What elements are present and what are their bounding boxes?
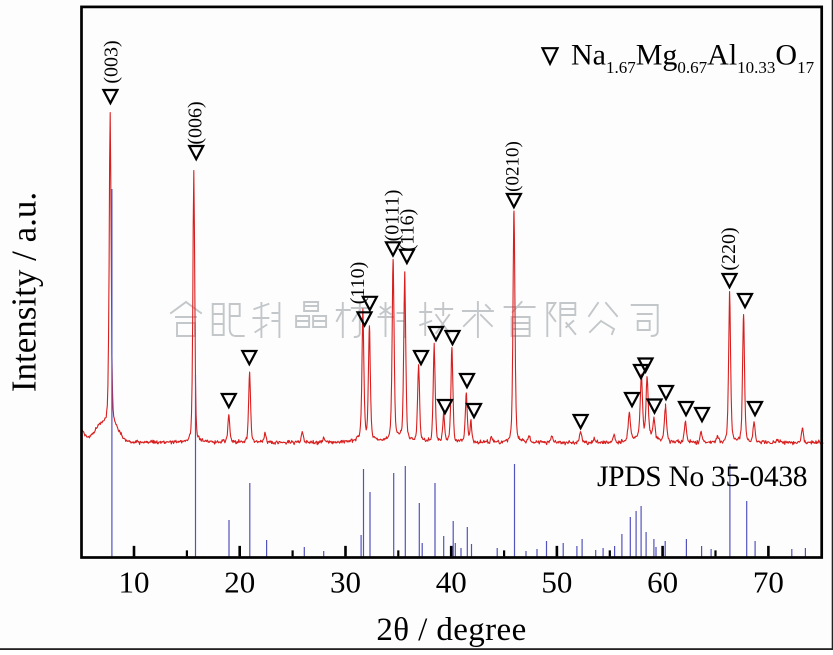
svg-text:(0111): (0111) [382,190,404,242]
svg-text:Intensity / a.u.: Intensity / a.u. [4,192,43,392]
svg-text:(110): (110) [347,262,369,305]
svg-text:(006): (006) [185,101,207,144]
svg-text:40: 40 [436,565,467,600]
svg-text:50: 50 [541,565,572,600]
svg-text:(0210): (0210) [503,141,524,192]
svg-text:60: 60 [647,565,678,600]
svg-text:20: 20 [224,565,255,600]
svg-text:70: 70 [753,565,784,600]
svg-text:(003): (003) [101,40,123,83]
svg-text:30: 30 [330,565,361,600]
svg-text:JPDS No 35-0438: JPDS No 35-0438 [597,461,807,493]
svg-text:2θ / degree: 2θ / degree [376,612,526,648]
svg-text:(116): (116) [397,209,419,252]
svg-text:10: 10 [119,565,150,600]
svg-text:(220): (220) [718,227,740,270]
